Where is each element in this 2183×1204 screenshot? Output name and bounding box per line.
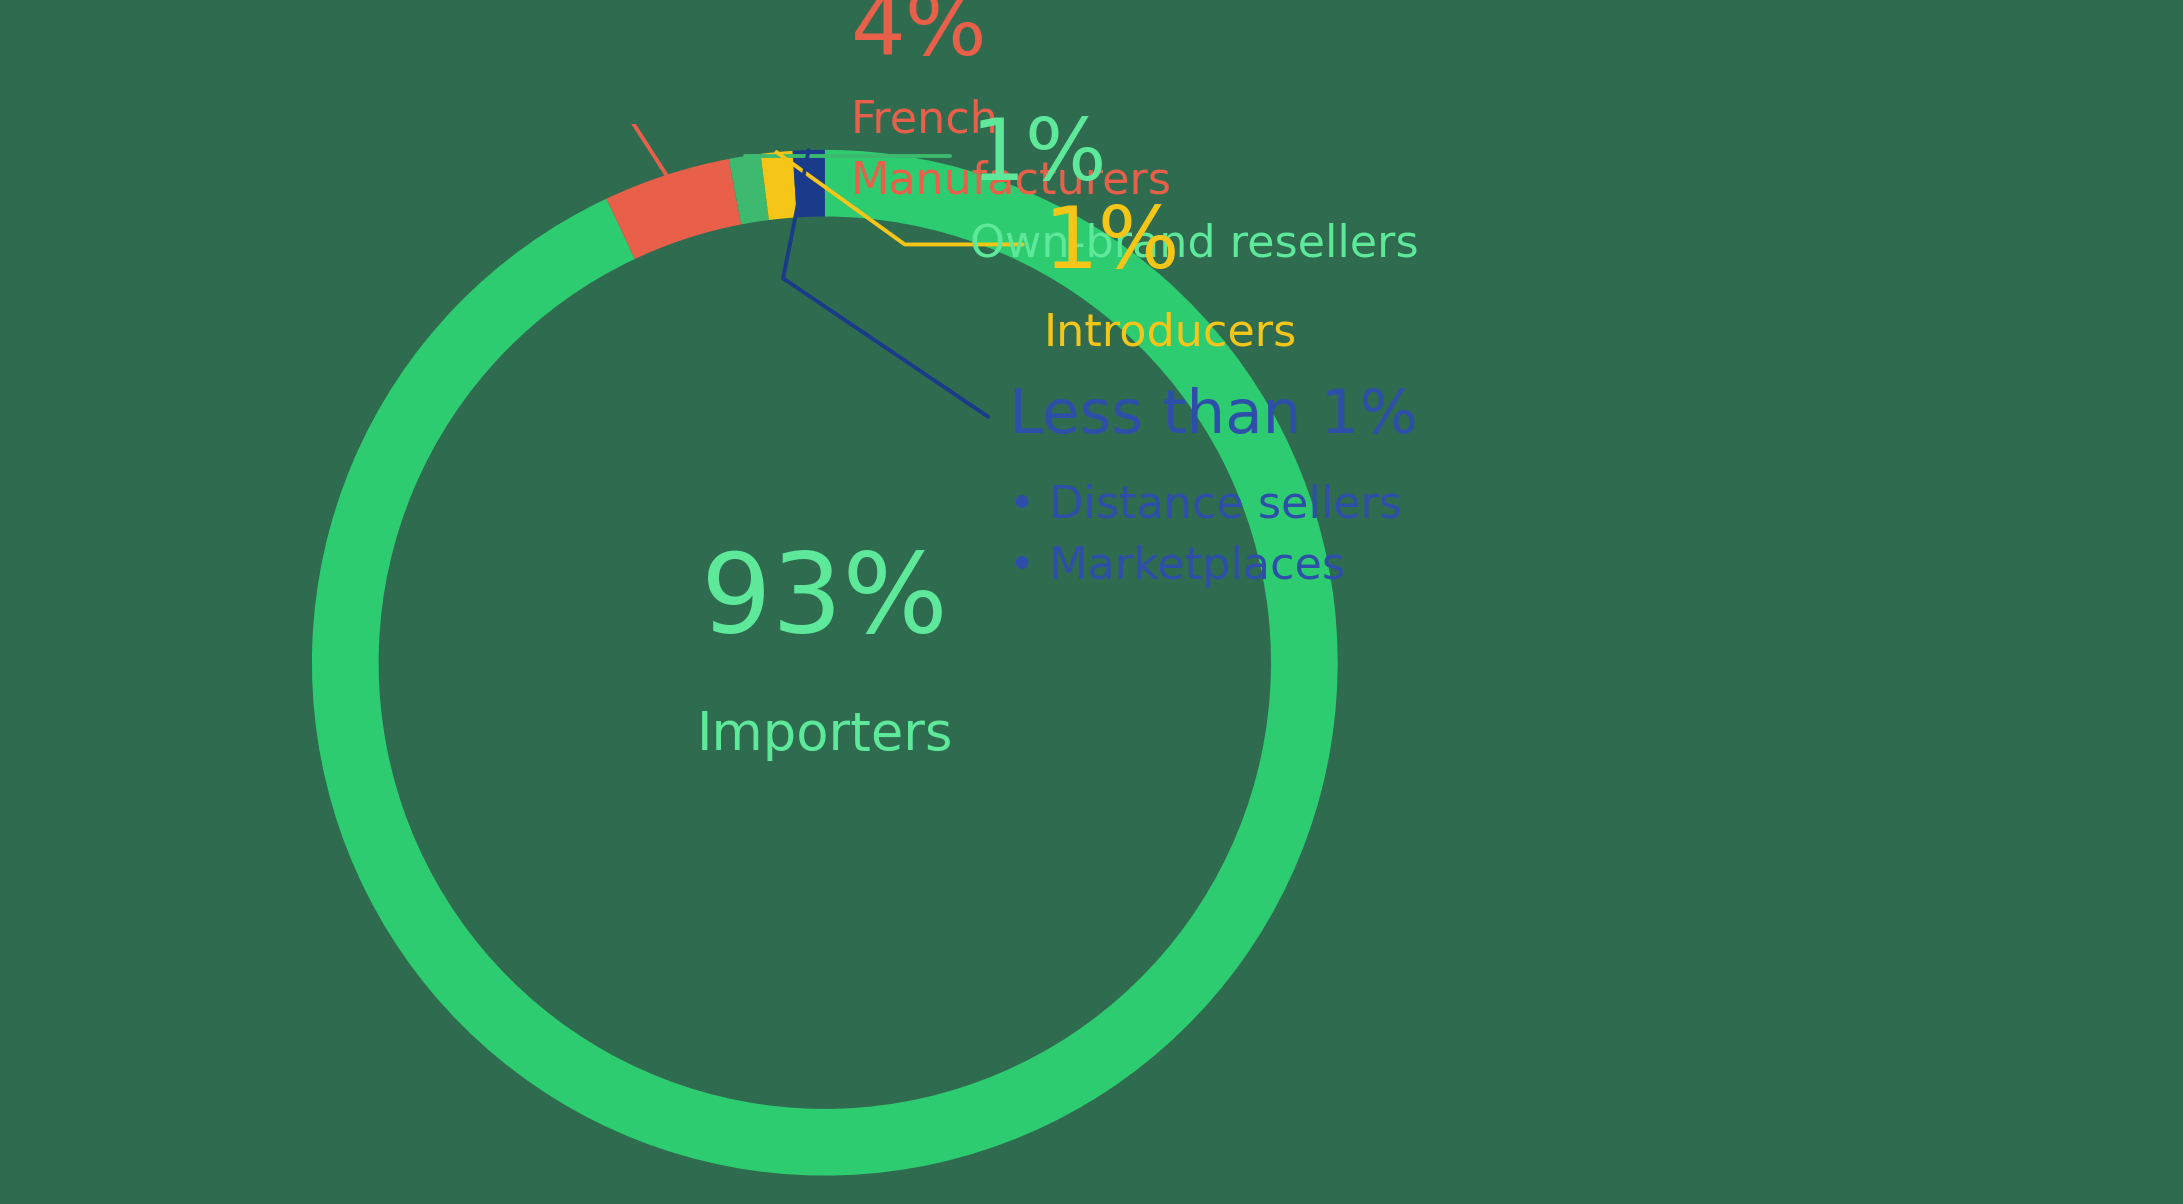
Text: 1%: 1% (1043, 203, 1179, 285)
Wedge shape (607, 159, 742, 259)
Text: Less than 1%: Less than 1% (1009, 388, 1417, 447)
Wedge shape (729, 154, 768, 224)
Wedge shape (792, 149, 825, 218)
Text: Introducers: Introducers (1043, 311, 1297, 354)
Text: 4%: 4% (851, 0, 987, 73)
Text: Manufacturers: Manufacturers (851, 160, 1172, 202)
Wedge shape (312, 149, 1338, 1175)
Text: • Marketplaces: • Marketplaces (1009, 545, 1345, 588)
Wedge shape (760, 150, 797, 220)
Text: 1%: 1% (969, 114, 1107, 197)
Text: 93%: 93% (701, 548, 947, 655)
Text: Importers: Importers (696, 708, 954, 761)
Text: Own-brand resellers: Own-brand resellers (969, 223, 1419, 266)
Text: French: French (851, 98, 1000, 141)
Text: • Distance sellers: • Distance sellers (1009, 484, 1401, 526)
